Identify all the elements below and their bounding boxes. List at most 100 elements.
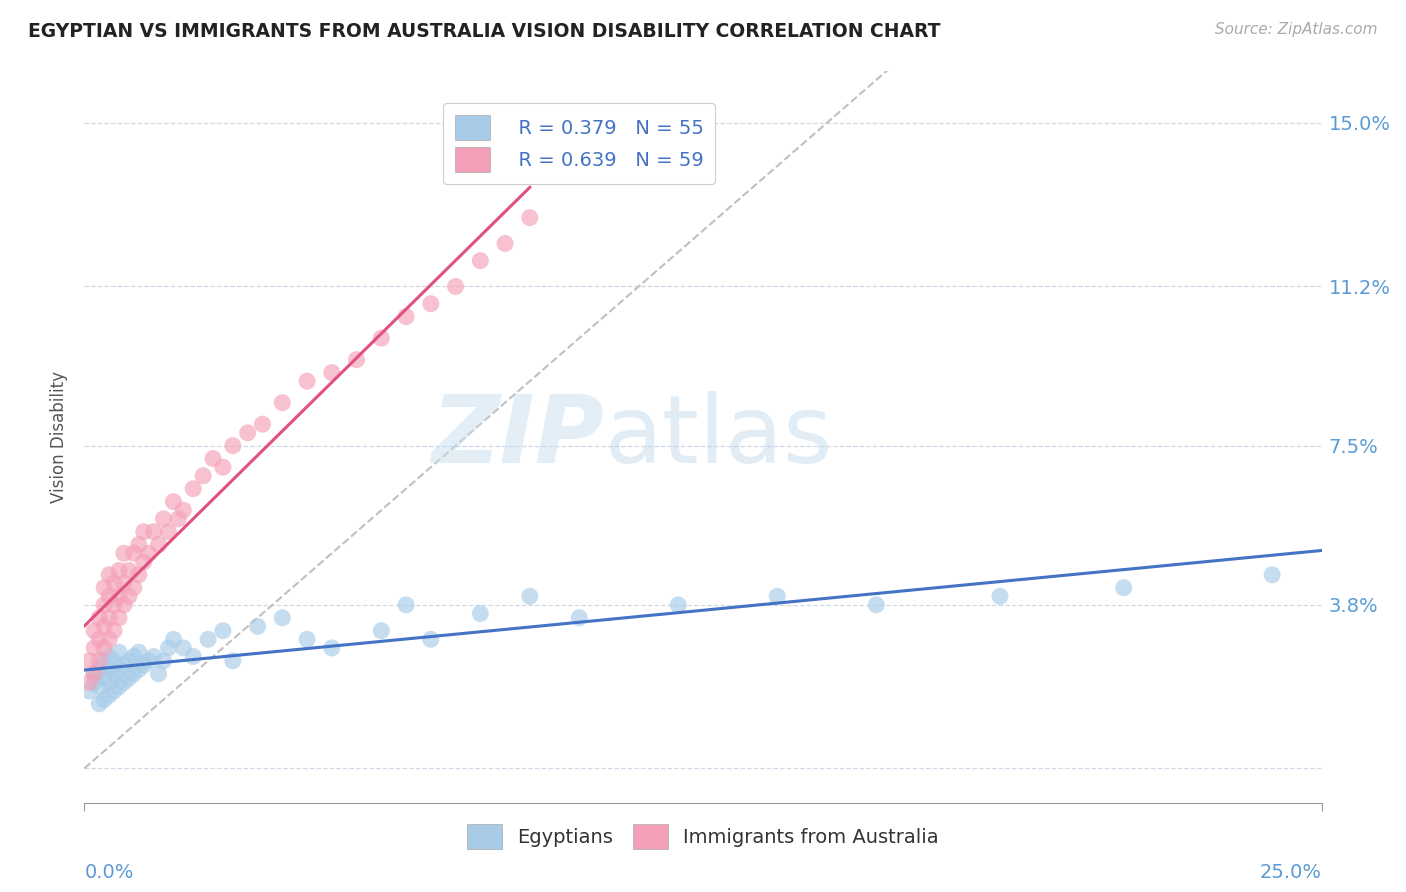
Point — [103, 666, 125, 681]
Point — [157, 524, 180, 539]
Point — [494, 236, 516, 251]
Text: atlas: atlas — [605, 391, 832, 483]
Point — [271, 611, 294, 625]
Point — [122, 666, 145, 681]
Point — [138, 654, 160, 668]
Point — [103, 654, 125, 668]
Point — [138, 546, 160, 560]
Point — [370, 331, 392, 345]
Point — [89, 632, 111, 647]
Point — [252, 417, 274, 432]
Point — [118, 564, 141, 578]
Point — [246, 619, 269, 633]
Text: EGYPTIAN VS IMMIGRANTS FROM AUSTRALIA VISION DISABILITY CORRELATION CHART: EGYPTIAN VS IMMIGRANTS FROM AUSTRALIA VI… — [28, 22, 941, 41]
Point — [395, 310, 418, 324]
Point — [108, 611, 131, 625]
Point — [519, 589, 541, 603]
Point — [152, 512, 174, 526]
Point — [370, 624, 392, 638]
Point — [89, 697, 111, 711]
Point — [112, 675, 135, 690]
Point — [181, 649, 204, 664]
Point — [93, 581, 115, 595]
Point — [157, 640, 180, 655]
Point — [197, 632, 219, 647]
Point — [295, 632, 318, 647]
Point — [470, 607, 492, 621]
Legend: Egyptians, Immigrants from Australia: Egyptians, Immigrants from Australia — [457, 814, 949, 859]
Point — [118, 654, 141, 668]
Point — [98, 567, 121, 582]
Point — [148, 666, 170, 681]
Point — [89, 680, 111, 694]
Point — [93, 640, 115, 655]
Point — [103, 576, 125, 591]
Point — [98, 688, 121, 702]
Point — [346, 352, 368, 367]
Point — [89, 662, 111, 676]
Point — [108, 680, 131, 694]
Point — [666, 598, 689, 612]
Point — [108, 564, 131, 578]
Point — [167, 512, 190, 526]
Point — [132, 555, 155, 569]
Point — [212, 624, 235, 638]
Point — [212, 460, 235, 475]
Point — [108, 662, 131, 676]
Point — [152, 654, 174, 668]
Point — [419, 632, 441, 647]
Point — [321, 366, 343, 380]
Point — [118, 671, 141, 685]
Point — [222, 654, 245, 668]
Point — [162, 494, 184, 508]
Point — [89, 654, 111, 668]
Point — [236, 425, 259, 440]
Point — [865, 598, 887, 612]
Point — [79, 654, 101, 668]
Point — [162, 632, 184, 647]
Point — [1112, 581, 1135, 595]
Point — [83, 675, 105, 690]
Point — [83, 640, 105, 655]
Point — [132, 524, 155, 539]
Point — [128, 538, 150, 552]
Point — [1261, 567, 1284, 582]
Point — [93, 692, 115, 706]
Point — [83, 666, 105, 681]
Point — [93, 598, 115, 612]
Point — [128, 662, 150, 676]
Point — [419, 296, 441, 310]
Point — [93, 671, 115, 685]
Point — [142, 649, 165, 664]
Point — [103, 684, 125, 698]
Point — [112, 576, 135, 591]
Point — [202, 451, 225, 466]
Point — [271, 395, 294, 409]
Point — [98, 662, 121, 676]
Point — [108, 645, 131, 659]
Point — [112, 598, 135, 612]
Text: 25.0%: 25.0% — [1260, 863, 1322, 882]
Point — [83, 666, 105, 681]
Point — [321, 640, 343, 655]
Point — [172, 640, 194, 655]
Point — [112, 658, 135, 673]
Point — [89, 611, 111, 625]
Point — [98, 611, 121, 625]
Point — [118, 589, 141, 603]
Point — [79, 684, 101, 698]
Point — [295, 374, 318, 388]
Point — [181, 482, 204, 496]
Point — [470, 253, 492, 268]
Text: Source: ZipAtlas.com: Source: ZipAtlas.com — [1215, 22, 1378, 37]
Point — [98, 632, 121, 647]
Point — [98, 675, 121, 690]
Text: ZIP: ZIP — [432, 391, 605, 483]
Point — [128, 645, 150, 659]
Y-axis label: Vision Disability: Vision Disability — [51, 371, 69, 503]
Point — [191, 468, 214, 483]
Point — [444, 279, 467, 293]
Point — [79, 675, 101, 690]
Point — [93, 619, 115, 633]
Point — [148, 538, 170, 552]
